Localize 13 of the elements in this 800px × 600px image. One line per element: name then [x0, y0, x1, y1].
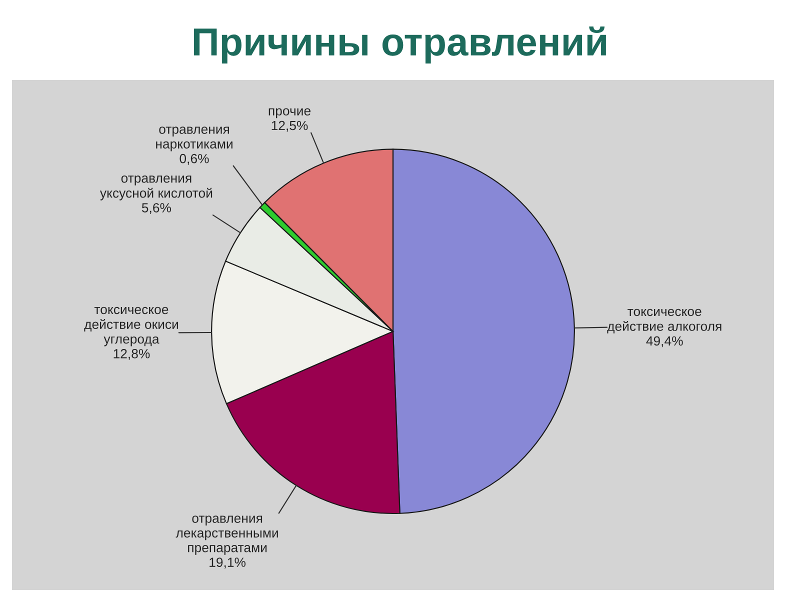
chart-title: Причины отравлений: [194, 26, 606, 64]
slice-label: токсическое действие окиси углерода: [84, 306, 178, 346]
data-label: 19,1%: [210, 558, 246, 569]
slice-label: отравления уксусной кислотой: [100, 176, 212, 200]
slice-label: прочие: [268, 108, 310, 118]
data-label: 12,8%: [114, 349, 150, 360]
slice-label: отравления лекарственными препаратами: [176, 516, 278, 555]
data-label: 12,5%: [272, 120, 308, 132]
data-label: 0,6%: [180, 154, 209, 165]
slice-label: токсическое действие алкоголя: [607, 308, 722, 334]
data-label: 49,4%: [646, 336, 683, 348]
slice-label: отравления наркотиками: [156, 126, 232, 152]
data-label: 5,6%: [142, 203, 172, 214]
